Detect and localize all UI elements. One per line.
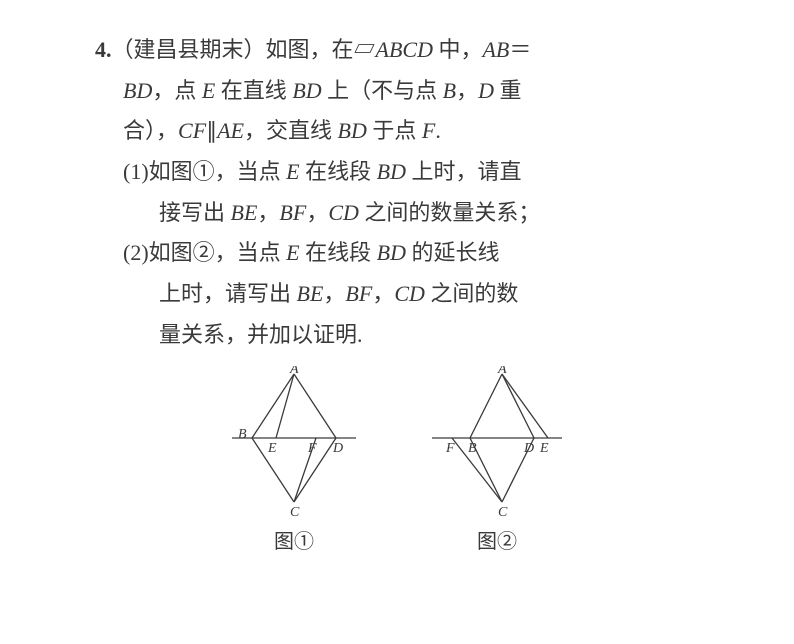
svg-text:B: B (468, 441, 477, 456)
t: ，点 (152, 78, 202, 103)
figure-1-label: 图① (224, 525, 364, 554)
v: ABCD (376, 37, 433, 62)
figures-row: ABCDEF 图① ABCDEF 图② (95, 366, 699, 554)
svg-text:F: F (445, 441, 455, 456)
v: BE (231, 200, 258, 225)
t: 接写出 (159, 200, 231, 225)
t: 量关系，并加以证明. (159, 322, 363, 347)
svg-text:A: A (289, 366, 299, 377)
figure-1: A B C D E F 图① (224, 366, 364, 554)
svg-text:C: C (290, 505, 300, 518)
t: 合）， (123, 118, 178, 143)
t: . (435, 118, 441, 143)
svg-text:D: D (523, 441, 534, 456)
v: CD (394, 281, 425, 306)
svg-text:B: B (238, 427, 247, 442)
t: 中， (433, 37, 483, 62)
svg-text:F: F (307, 441, 317, 456)
v: E (286, 240, 299, 265)
v: AE (217, 118, 244, 143)
line3: 合），CF∥AE，交直线 BD 于点 F. (95, 111, 699, 152)
v: BD (377, 159, 406, 184)
t: ， (456, 78, 478, 103)
figure-2: A B C DE F 图② (424, 366, 570, 554)
line2: BD，点 E 在直线 BD 上（不与点 B，D 重 (95, 71, 699, 112)
line-q1b: 接写出 BE，BF，CD 之间的数量关系； (95, 193, 699, 234)
svg-text:E: E (539, 441, 549, 456)
v: BD (123, 78, 152, 103)
v: BD (377, 240, 406, 265)
v: F (422, 118, 435, 143)
t: (2)如图②，当点 (123, 240, 286, 265)
t: ， (323, 281, 345, 306)
v: B (443, 78, 456, 103)
t: 重 (494, 78, 522, 103)
t: 在直线 (215, 78, 292, 103)
svg-text:A: A (497, 366, 507, 377)
t: ＝ (509, 37, 531, 62)
t: 之间的数量关系； (359, 200, 541, 225)
svg-text:E: E (267, 441, 277, 456)
v: BE (297, 281, 324, 306)
figure-2-label: 图② (424, 525, 570, 554)
figure-2-svg: A B C DE F (424, 366, 570, 518)
v: BD (292, 78, 321, 103)
v: D (478, 78, 494, 103)
t: 在线段 (300, 240, 377, 265)
v: CD (328, 200, 359, 225)
t: 于点 (367, 118, 422, 143)
problem-number: 4. (95, 37, 112, 62)
t: ， (306, 200, 328, 225)
v: E (202, 78, 215, 103)
v: BF (279, 200, 306, 225)
line-q2a: (2)如图②，当点 E 在线段 BD 的延长线 (95, 233, 699, 274)
v: BF (345, 281, 372, 306)
t: 上时，请直 (406, 159, 522, 184)
t: 上（不与点 (322, 78, 443, 103)
line-q2c: 量关系，并加以证明. (95, 315, 699, 356)
line1: 4.（建昌县期末）如图，在▱ABCD 中，AB＝ (95, 30, 699, 71)
line-q2b: 上时，请写出 BE，BF，CD 之间的数 (95, 274, 699, 315)
t: ，交直线 (244, 118, 338, 143)
t: 之间的数 (425, 281, 519, 306)
figure-1-svg: A B C D E F (224, 366, 364, 518)
line-q1a: (1)如图①，当点 E 在线段 BD 上时，请直 (95, 152, 699, 193)
t: ， (372, 281, 394, 306)
svg-text:D: D (332, 441, 343, 456)
v: BD (338, 118, 367, 143)
svg-text:C: C (498, 505, 508, 518)
t: ， (257, 200, 279, 225)
v: E (286, 159, 299, 184)
t: 上时，请写出 (159, 281, 297, 306)
t: (1)如图①，当点 (123, 159, 286, 184)
t: ∥ (206, 118, 217, 143)
v: CF (178, 118, 206, 143)
v: AB (482, 37, 509, 62)
t: 的延长线 (406, 240, 500, 265)
t: （建昌县期末）如图，在▱ (112, 37, 376, 62)
t: 在线段 (300, 159, 377, 184)
